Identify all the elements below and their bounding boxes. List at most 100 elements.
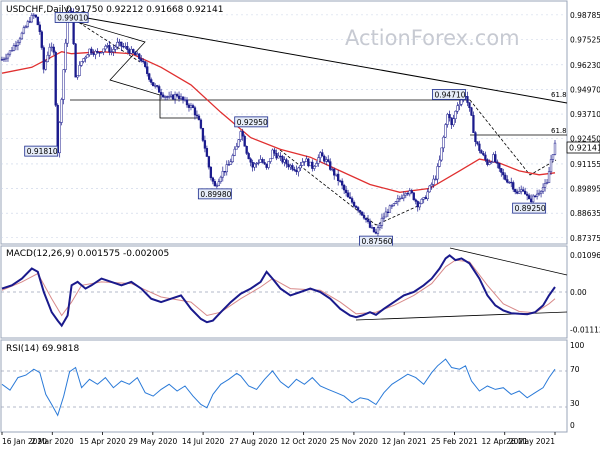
candle-body bbox=[199, 119, 203, 129]
candle-body bbox=[243, 135, 246, 147]
candle-body bbox=[92, 52, 95, 55]
candle-body bbox=[154, 85, 157, 87]
candle-body bbox=[120, 41, 123, 47]
candle-body bbox=[201, 127, 205, 141]
candle-body bbox=[189, 105, 193, 108]
candle-body bbox=[283, 159, 286, 163]
candle-body bbox=[118, 41, 121, 44]
candle-body bbox=[295, 170, 298, 173]
candle-body bbox=[48, 46, 51, 56]
candle-body bbox=[551, 154, 555, 160]
candle-body bbox=[44, 61, 47, 70]
last-price-value: 0.92141 bbox=[569, 144, 600, 153]
price-panel: USDCHF,Daily 0.91750 0.92212 0.91668 0.9… bbox=[0, 0, 600, 247]
candle-body bbox=[211, 177, 215, 182]
candle-body bbox=[88, 48, 91, 56]
candle-body bbox=[482, 153, 485, 156]
rsi-tick-label: 0 bbox=[570, 421, 575, 430]
candle-body bbox=[281, 156, 284, 163]
price-tick-label: 0.94970 bbox=[570, 85, 600, 94]
candle-body bbox=[450, 117, 453, 126]
candle-body bbox=[321, 152, 324, 157]
rsi-title: RSI(14) 69.9818 bbox=[6, 344, 79, 354]
candle-body bbox=[297, 167, 300, 173]
candle-body bbox=[56, 104, 59, 154]
candle-body bbox=[30, 15, 33, 23]
candle-body bbox=[265, 163, 268, 168]
macd-title: MACD(12,26,9) 0.001575 -0.002005 bbox=[6, 249, 169, 259]
candle-body bbox=[102, 48, 105, 53]
candle-body bbox=[20, 32, 24, 40]
candle-body bbox=[309, 161, 312, 167]
candle-body bbox=[12, 45, 16, 51]
date-tick-label: 27 Aug 2020 bbox=[229, 437, 277, 446]
date-tick-label: 14 Jul 2020 bbox=[182, 437, 225, 446]
candle-body bbox=[470, 107, 473, 116]
price-label-box bbox=[512, 202, 547, 214]
candle-body bbox=[480, 150, 483, 154]
candle-body bbox=[26, 21, 30, 27]
candle-body bbox=[209, 166, 213, 179]
price-tick-label: 0.88635 bbox=[570, 209, 600, 218]
macd-axis: 0.010967 0.00 -0.011127 bbox=[570, 251, 600, 334]
price-gridlines bbox=[1, 14, 567, 239]
candle-body bbox=[167, 96, 171, 98]
candle-body bbox=[8, 50, 12, 55]
candle-body bbox=[319, 152, 322, 159]
candle-body bbox=[275, 153, 278, 159]
candle-body bbox=[418, 203, 421, 208]
candle-body bbox=[422, 197, 425, 200]
price-label: 0.89980 bbox=[200, 190, 231, 199]
candle-body bbox=[446, 114, 449, 125]
candle-body bbox=[524, 190, 527, 195]
candle-body bbox=[28, 21, 31, 23]
candle-body bbox=[404, 193, 407, 196]
candle-body bbox=[227, 164, 230, 166]
candle-body bbox=[215, 185, 218, 187]
candle-body bbox=[531, 195, 535, 203]
candle-body bbox=[380, 217, 384, 226]
candle-body bbox=[541, 187, 545, 192]
candle-body bbox=[522, 189, 525, 192]
date-tick-label: 16 Jan 2020 bbox=[2, 437, 47, 446]
candle-body bbox=[362, 214, 366, 219]
candle-body bbox=[207, 156, 211, 168]
candle-body bbox=[327, 159, 330, 162]
macd-tick-label: 0.010967 bbox=[570, 251, 600, 260]
candle-body bbox=[195, 114, 199, 117]
candle-body bbox=[96, 51, 99, 53]
candle-body bbox=[253, 163, 256, 168]
candle-body bbox=[520, 189, 523, 192]
price-tick-label: 0.97525 bbox=[570, 35, 600, 44]
candle-body bbox=[416, 201, 419, 208]
candle-body bbox=[474, 132, 477, 142]
candle-body bbox=[249, 158, 252, 163]
candle-body bbox=[434, 178, 437, 181]
candle-body bbox=[466, 96, 469, 103]
candle-body bbox=[354, 205, 358, 208]
candle-body bbox=[488, 162, 491, 165]
price-header-values: 0.91750 0.92212 0.91668 0.92141 bbox=[66, 5, 223, 15]
candle-body bbox=[293, 169, 296, 171]
candle-body bbox=[301, 161, 304, 166]
candle-body bbox=[490, 161, 493, 163]
candle-body bbox=[430, 184, 433, 187]
candle-body bbox=[263, 162, 266, 165]
candle-body bbox=[492, 154, 495, 163]
candle-body bbox=[299, 165, 302, 169]
candle-body bbox=[372, 227, 376, 233]
candle-body bbox=[360, 211, 364, 216]
candle-body bbox=[352, 202, 356, 207]
candle-body bbox=[366, 219, 370, 222]
fib-label-1: 61.8 bbox=[551, 91, 567, 99]
candle-body bbox=[173, 94, 177, 100]
candle-body bbox=[549, 159, 553, 173]
candle-body bbox=[426, 191, 429, 200]
candle-body bbox=[452, 118, 455, 126]
candle-body bbox=[98, 52, 101, 54]
macd-signal-line bbox=[1, 259, 556, 317]
candle-body bbox=[257, 162, 260, 164]
watermark: ActionForex.com bbox=[345, 26, 520, 50]
candle-body bbox=[237, 139, 240, 147]
